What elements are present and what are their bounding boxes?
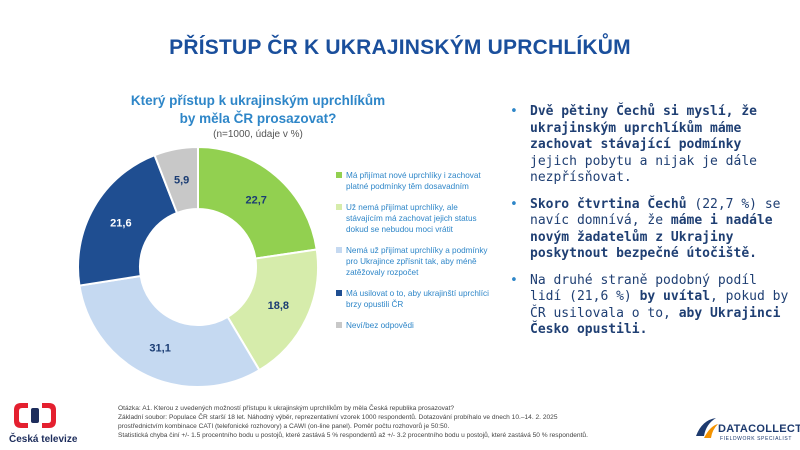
finding-1-part-1: (22,7 %) se navíc domnívá, že: [530, 196, 781, 229]
footnote-line-2: prostřednictvím kombinace CATI (telefoni…: [118, 423, 450, 430]
finding-1-part-2: máme i nadále novým žadatelům z Ukrajiny…: [530, 213, 773, 261]
legend-item-2: Nemá už přijímat uprchlíky a podmínky pr…: [336, 245, 496, 278]
donut-slice-1: [226, 248, 319, 372]
legend-label-2: Nemá už přijímat uprchlíky a podmínky pr…: [346, 246, 488, 277]
finding-1: • Skoro čtvrtina Čechů (22,7 %) se navíc …: [510, 197, 795, 263]
finding-0-part-2: jejich pobytu a nijak je dále nezpřísňov…: [530, 153, 757, 186]
donut-slice-2: [78, 274, 261, 388]
donut-slice-3: [77, 153, 179, 287]
finding-1-part-0: Skoro čtvrtina Čechů: [530, 196, 687, 212]
finding-2-part-3: aby Ukrajinci Česko opustili.: [530, 305, 781, 338]
bullet-dot-icon: •: [510, 272, 518, 288]
footnote-line-1: Základní soubor: Populace ČR starší 18 l…: [118, 414, 558, 421]
legend-swatch-2: [336, 247, 342, 253]
footnote-line-3: Statistická chyba činí +/- 1.5 procentní…: [118, 432, 588, 439]
finding-2-part-1: by uvítal: [639, 289, 711, 304]
donut-value-label-0: 22,7: [245, 195, 266, 207]
donut-slices: [77, 145, 319, 388]
bullet-dot-icon: •: [510, 196, 518, 212]
chart-title-line1: Který přístup k ukrajinským uprchlíkům: [130, 93, 386, 108]
chart-title: Který přístup k ukrajinským uprchlíkům b…: [108, 92, 408, 128]
footnote-line-0: Otázka: A1. Kterou z uvedených možností …: [118, 405, 455, 412]
finding-0-part-0: Dvě pětiny Čechů si myslí, že ukrajinský…: [530, 104, 757, 136]
legend-swatch-4: [336, 322, 342, 328]
donut-slice-4: [153, 145, 199, 215]
donut-value-label-2: 31,1: [149, 343, 170, 355]
finding-0-part-1: máme zachovat stávající podmínky: [530, 120, 742, 153]
donut-value-labels: 22,7 18,8 31,1 21,6 5,9: [110, 175, 289, 355]
chart-legend: Má přijímat nové uprchlíky i zachovat pl…: [336, 170, 496, 341]
legend-swatch-3: [336, 290, 342, 296]
finding-0: • Dvě pětiny Čechů si myslí, že ukrajinsk…: [510, 104, 795, 187]
methodology-footnote: Otázka: A1. Kterou z uvedených možností …: [118, 404, 678, 440]
finding-2-part-0: Na druhé straně podobný podíl lidí (21,6…: [530, 272, 757, 305]
finding-2: • Na druhé straně podobný podíl lidí (21,…: [510, 273, 795, 339]
page-title: PŘÍSTUP ČR K UKRAJINSKÝM UPRCHLÍKŮM: [169, 36, 631, 59]
legend-label-0: Má přijímat nové uprchlíky i zachovat pl…: [346, 171, 481, 191]
finding-2-part-2: , pokud by ČR usilovala o to,: [530, 289, 789, 321]
donut-value-label-3: 21,6: [110, 218, 131, 230]
legend-swatch-1: [336, 204, 342, 210]
key-findings-list: • Dvě pětiny Čechů si myslí, že ukrajinsk…: [510, 104, 795, 349]
ceska-televize-logo-icon: [14, 403, 56, 428]
bullet-dot-icon: •: [510, 104, 518, 119]
legend-label-1: Už nemá přijímat uprchlíky, ale stávajíc…: [346, 203, 477, 234]
chart-title-line2: by měla ČR prosazovat?: [179, 111, 337, 126]
legend-item-4: Neví/bez odpovědi: [336, 320, 496, 331]
legend-label-3: Má usilovat o to, aby ukrajinští uprchlí…: [346, 289, 489, 309]
legend-item-1: Už nemá přijímat uprchlíky, ale stávajíc…: [336, 202, 496, 235]
donut-value-label-4: 5,9: [174, 175, 189, 187]
donut-value-label-1: 18,8: [268, 300, 289, 312]
legend-swatch-0: [336, 172, 342, 178]
donut-slice-0: [197, 145, 318, 260]
legend-label-4: Neví/bez odpovědi: [346, 321, 414, 330]
datacollect-tagline: FIELDWORK SPECIALIST: [720, 436, 793, 442]
legend-item-0: Má přijímat nové uprchlíky i zachovat pl…: [336, 170, 496, 192]
datacollect-logo-icon: [696, 418, 718, 438]
datacollect-name: DATACOLLECT: [718, 423, 800, 435]
legend-item-3: Má usilovat o to, aby ukrajinští uprchlí…: [336, 288, 496, 310]
chart-subtitle: (n=1000, údaje v %): [213, 129, 303, 140]
ceska-televize-name: Česká televize: [9, 434, 78, 445]
